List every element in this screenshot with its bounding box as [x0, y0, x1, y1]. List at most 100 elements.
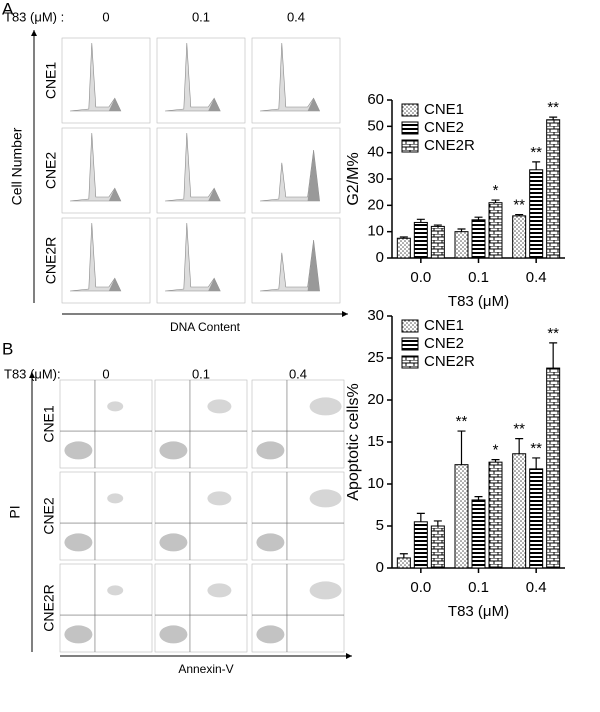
bar	[529, 468, 544, 569]
error-bar	[474, 216, 483, 220]
row-label: CNE2	[43, 152, 59, 190]
dose-value: 0	[102, 366, 109, 381]
y-tick-label: 15	[367, 433, 384, 450]
error-bar-line	[433, 520, 442, 526]
y-tick-label: 5	[376, 517, 384, 534]
cell-cloud	[159, 625, 188, 644]
x-tick-label: 0.0	[410, 269, 431, 286]
significance: **	[547, 99, 559, 116]
error-bar-line	[457, 228, 466, 232]
row-label: CNE1	[43, 62, 59, 100]
error-bar	[399, 553, 408, 558]
bar	[512, 215, 527, 259]
legend-label: CNE2	[424, 335, 464, 352]
error-bar	[491, 459, 500, 463]
legend-swatch	[401, 355, 419, 369]
significance: **	[513, 197, 525, 214]
arrow-head	[29, 372, 35, 378]
x-tick-label: 0.1	[468, 579, 489, 596]
cell-cloud	[309, 581, 342, 600]
cell-cloud	[207, 491, 232, 506]
x-axis-label: T83 (μM)	[448, 293, 509, 310]
legend-label: CNE2R	[424, 137, 475, 154]
error-bar	[474, 496, 483, 500]
g2-peak	[307, 150, 320, 201]
bar	[430, 225, 445, 259]
bar	[454, 231, 469, 259]
bar	[546, 367, 561, 569]
y-axis-label: G2/M%	[345, 152, 362, 205]
g2-peak	[208, 278, 221, 291]
error-bar-line	[549, 116, 558, 120]
y-tick-label: 60	[367, 91, 384, 108]
legend-swatch	[401, 121, 419, 135]
error-bar-line	[491, 199, 500, 203]
x-tick-label: 0.4	[526, 579, 547, 596]
bar	[546, 119, 561, 259]
legend-label: CNE2R	[424, 353, 475, 370]
significance: **	[547, 325, 559, 342]
bar	[471, 499, 486, 569]
arrow-head	[342, 311, 348, 317]
bar	[454, 464, 469, 569]
cell-cloud	[309, 489, 342, 508]
dose-value: 0.4	[287, 9, 305, 24]
g2-peak	[108, 278, 121, 291]
error-bar	[457, 430, 466, 465]
axis-label: DNA Content	[170, 320, 241, 334]
error-bar-line	[491, 459, 500, 463]
g2-peak	[307, 240, 320, 291]
cell-cloud	[64, 533, 93, 552]
arrow-head	[31, 30, 37, 36]
cell-cloud	[207, 583, 232, 598]
y-tick-label: 20	[367, 391, 384, 408]
bar	[430, 525, 445, 569]
y-tick-label: 30	[367, 170, 384, 187]
bar	[512, 453, 527, 569]
cell-cloud	[256, 625, 285, 644]
x-tick-label: 0.0	[410, 579, 431, 596]
error-bar-line	[433, 224, 442, 227]
error-bar	[515, 213, 524, 216]
x-tick-label: 0.4	[526, 269, 547, 286]
bar	[413, 521, 428, 569]
error-bar	[549, 116, 558, 120]
y-tick-label: 50	[367, 117, 384, 134]
y-axis-label: Apoptotic cells%	[345, 383, 362, 500]
significance: **	[530, 440, 542, 457]
cell-cloud	[159, 441, 188, 460]
arrow-head	[346, 653, 352, 659]
error-bar	[416, 218, 425, 223]
g2-peak	[108, 188, 121, 201]
cell-cloud	[309, 397, 342, 416]
dose-value: 0.1	[192, 9, 210, 24]
cell-cloud	[256, 441, 285, 460]
y-tick-label: 0	[376, 559, 384, 576]
cell-cloud	[256, 533, 285, 552]
error-bar	[416, 512, 425, 522]
legend-label: CNE2	[424, 119, 464, 136]
cell-cloud	[107, 401, 124, 412]
bar	[488, 461, 503, 569]
error-bar-line	[416, 218, 425, 223]
error-bar-line	[532, 161, 541, 170]
error-bar	[399, 236, 408, 239]
axis-label: PI	[7, 505, 23, 518]
row-label: CNE2R	[43, 237, 59, 284]
error-bar-line	[474, 216, 483, 220]
cell-cloud	[107, 493, 124, 504]
error-bar	[532, 161, 541, 170]
row-label: CNE2	[41, 497, 57, 535]
error-bar-line	[515, 438, 524, 454]
cell-cloud	[64, 441, 93, 460]
g2-peak	[108, 98, 121, 111]
legend-label: CNE1	[424, 317, 464, 334]
bar	[488, 202, 503, 259]
significance: *	[493, 182, 499, 199]
g2-peak	[208, 188, 221, 201]
y-tick-label: 10	[367, 475, 384, 492]
legend-swatch	[401, 139, 419, 153]
dose-value: 0	[102, 9, 109, 24]
dose-value: 0.1	[192, 366, 210, 381]
